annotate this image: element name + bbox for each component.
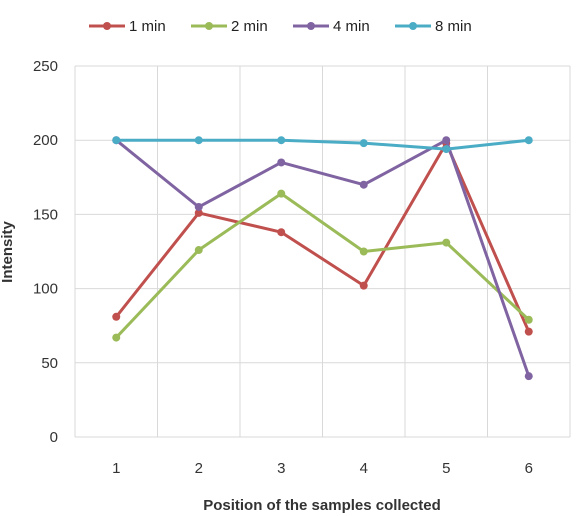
- chart-legend: 1 min 2 min 4 min 8 min: [89, 18, 472, 35]
- legend-item: 4 min: [293, 18, 370, 35]
- legend-marker: [205, 22, 213, 30]
- data-point: [277, 189, 286, 198]
- x-axis-title: Position of the samples collected: [203, 497, 441, 514]
- series-8-min: [112, 136, 533, 154]
- data-point: [194, 208, 203, 217]
- series-2-min: [112, 189, 533, 342]
- y-axis-ticks: 0 50 100 150 200 250: [33, 58, 58, 446]
- y-tick-label: 200: [33, 132, 58, 149]
- legend-item: 1 min: [89, 18, 166, 35]
- x-tick-label: 5: [442, 460, 450, 477]
- y-tick-label: 0: [50, 429, 58, 446]
- legend-label: 4 min: [333, 18, 370, 35]
- y-tick-label: 250: [33, 58, 58, 75]
- data-point: [277, 228, 286, 237]
- data-point: [359, 180, 368, 189]
- legend-marker: [307, 22, 315, 30]
- data-point: [359, 247, 368, 256]
- legend-item: 8 min: [395, 18, 472, 35]
- data-point: [194, 246, 203, 255]
- legend-label: 8 min: [435, 18, 472, 35]
- x-tick-label: 1: [112, 460, 120, 477]
- chart-grid: [74, 65, 571, 438]
- series-line: [114, 138, 531, 151]
- chart-series: [112, 136, 533, 381]
- x-tick-label: 3: [277, 460, 285, 477]
- data-point: [359, 281, 368, 290]
- data-point: [112, 312, 121, 321]
- x-tick-label: 6: [525, 460, 533, 477]
- data-point: [442, 238, 451, 247]
- y-tick-label: 100: [33, 281, 58, 298]
- x-axis-ticks: 1 2 3 4 5 6: [112, 460, 533, 477]
- data-point: [277, 136, 286, 145]
- legend-item: 2 min: [191, 18, 268, 35]
- data-point: [442, 145, 451, 154]
- data-point: [194, 136, 203, 145]
- data-point: [194, 202, 203, 211]
- series-line: [114, 141, 531, 334]
- y-axis-title: Intensity: [0, 221, 16, 283]
- legend-label: 2 min: [231, 18, 268, 35]
- series-line: [114, 192, 531, 340]
- x-tick-label: 4: [360, 460, 368, 477]
- data-point: [442, 136, 451, 145]
- data-point: [112, 333, 121, 342]
- y-tick-label: 50: [41, 355, 58, 372]
- legend-marker: [409, 22, 417, 30]
- y-tick-label: 150: [33, 206, 58, 223]
- data-point: [112, 136, 121, 145]
- data-point: [359, 139, 368, 148]
- data-point: [524, 372, 533, 381]
- data-point: [524, 327, 533, 336]
- series-line: [114, 138, 531, 378]
- data-point: [524, 136, 533, 145]
- legend-marker: [103, 22, 111, 30]
- legend-label: 1 min: [129, 18, 166, 35]
- data-point: [277, 158, 286, 167]
- data-point: [524, 315, 533, 324]
- x-tick-label: 2: [195, 460, 203, 477]
